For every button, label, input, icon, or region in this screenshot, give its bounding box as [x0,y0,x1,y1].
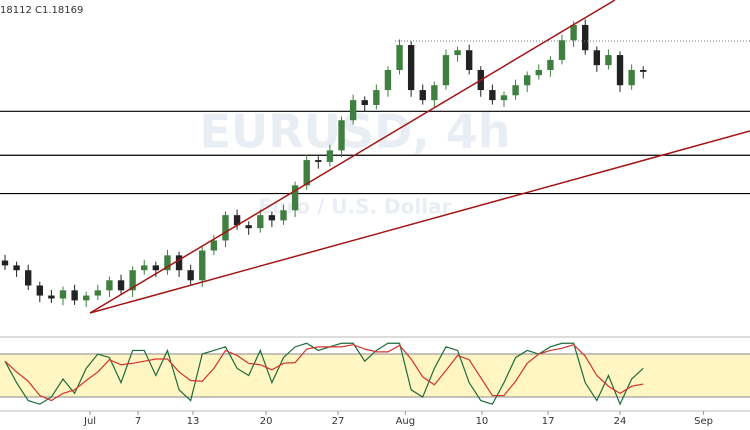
candle-body [303,160,310,186]
candle-body [431,85,438,101]
candle-body [373,90,380,105]
candle-body [454,50,461,56]
oscillator-line [4,342,644,406]
candle-body [558,40,566,60]
candle-body [210,240,218,251]
candle-body [71,290,78,301]
candle-body [605,55,612,66]
candle-body [500,95,508,101]
candle-body [164,255,171,271]
candle-body [141,265,148,271]
candle-body [524,75,531,86]
candle-body [628,69,635,86]
candle-body [152,265,160,271]
x-tick-label: 24 [614,416,627,427]
candle-body [407,45,415,91]
candle-body [419,90,426,101]
candle-body [233,215,241,226]
candle-body [384,69,392,91]
candle-body [25,270,32,286]
trend-line [89,130,750,314]
ohlc-header: 18112 C1.18169 [0,5,83,16]
trend-line [89,0,616,314]
candle-body [36,285,43,296]
candle-body [199,250,206,281]
candle-body [616,55,624,86]
oscillator-pane [0,342,750,406]
x-tick-label: Sep [694,416,713,427]
candle-body [106,280,113,291]
x-tick-label: 7 [135,416,141,427]
candle-body [268,215,276,221]
candle-body [489,90,496,101]
candle-body [361,100,368,105]
oscillator-line [4,344,644,402]
candle-body [442,55,450,86]
candle-body [175,255,183,271]
x-tick-label: 10 [476,416,489,427]
time-axis: Jul 7 13 20 27 Aug 10 17 24 Sep [83,411,713,427]
watermark-sub: Euro / U.S. Dollar [259,195,452,219]
candle-body [48,295,55,299]
candle-body [640,69,647,72]
candle-body [83,295,90,301]
x-tick-label: 17 [542,416,555,427]
x-tick-label: 13 [187,416,200,427]
candle-body [349,100,357,121]
candle-body [465,50,473,70]
candle-body [280,210,287,221]
candle-body [570,24,577,41]
candle-body [245,225,252,229]
x-tick-label: 27 [332,416,345,427]
candle-body [94,290,102,296]
candle-body [13,265,20,271]
candle-body [535,69,542,76]
candle-body [129,270,136,291]
candle-body [593,50,601,66]
candle-body [326,150,334,162]
candle-body [59,290,67,299]
candle-body [291,185,299,211]
x-tick-label: Aug [396,416,416,427]
candle-body [512,85,519,96]
candle-body [338,120,345,151]
x-tick-label: 20 [260,416,273,427]
candle-body [396,45,403,70]
candle-body [1,260,9,266]
candle-body [315,160,322,162]
candle-body [117,280,125,291]
candle-body [187,270,194,281]
candle-body [547,59,554,70]
candle-body [257,215,264,229]
x-tick-label: Jul [83,416,96,427]
candle-body [222,215,229,241]
candle-body [582,24,589,51]
